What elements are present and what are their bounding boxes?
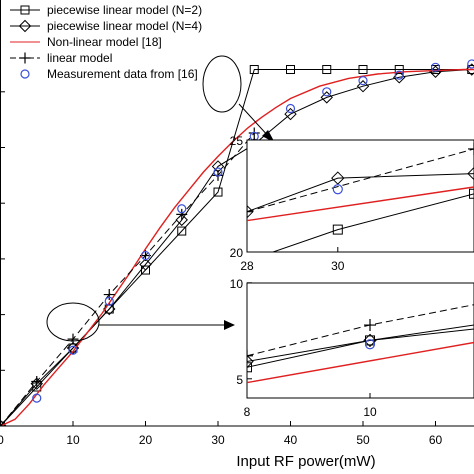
main-piecewise-linear-model-n-4-point <box>175 213 188 227</box>
main-linear-model-point <box>31 375 43 387</box>
x-tick-label: 50 <box>356 433 370 447</box>
legend-measurement-data-from-16-marker <box>20 69 30 79</box>
main-piecewise-linear-model-n-2-point <box>286 65 295 75</box>
inset-lower-linear-model-point <box>247 349 253 362</box>
main-piecewise-linear-model-n-4-point <box>465 63 474 76</box>
inset-lower-piecewise-linear-model-n-4-line <box>247 328 474 362</box>
main-piecewise-linear-model-n-4-point <box>320 91 333 104</box>
legend-linear-model-marker <box>19 52 31 64</box>
legend-piecewise-linear-model-n-4-marker <box>18 19 32 33</box>
x-tick-label: 0 <box>0 433 4 447</box>
x-axis-label: Input RF power(mW) <box>236 453 375 470</box>
legend-non-linear-model-18-label: Non-linear model [18] <box>47 35 162 49</box>
inset-upper-frame <box>246 139 474 253</box>
legend-piecewise-linear-model-n-2-label: piecewise linear model (N=2) <box>47 3 202 17</box>
inset-upper-piecewise-linear-model-n-4-point <box>331 171 345 185</box>
inset-upper-ticks: 28 30 20 25 <box>230 134 345 273</box>
inset-upper-linear-model-line <box>247 148 474 213</box>
inset-lower-non-linear-model-18-line <box>247 341 474 384</box>
inset-upper-piecewise-linear-model-n-2-point <box>332 224 343 235</box>
legend-piecewise-linear-model-n-4-label: piecewise linear model (N=4) <box>47 19 202 33</box>
inset-lower-measurement-data-from-16-point <box>364 339 376 350</box>
main-piecewise-linear-model-n-4-point <box>284 107 297 121</box>
zoom-ellipse-upper <box>202 55 242 113</box>
zoom-indicators <box>46 55 275 342</box>
inset-lower-piecewise-linear-model-n-4-point <box>363 333 377 348</box>
x-tick-label: 30 <box>211 433 225 447</box>
inset-upper-series <box>247 142 474 252</box>
main-measurement-data-from-16-point <box>467 59 474 69</box>
main-measurement-data-from-16-point <box>213 167 223 177</box>
zoom-ellipse-lower <box>46 302 100 342</box>
inset-upper-non-linear-model-18-line <box>247 186 474 222</box>
inset-upper-piecewise-linear-model-n-2-line <box>271 193 474 252</box>
inset-upper-x-tick-label: 28 <box>240 259 254 273</box>
inset-lower-ticks: 8 10 5 10 <box>230 277 377 419</box>
legend: piecewise linear model (N=2) piecewise li… <box>10 3 202 81</box>
main-series <box>0 59 474 426</box>
inset-lower-frame <box>246 282 474 399</box>
main-measurement-data-from-16-point <box>140 250 151 261</box>
x-tick-label: 20 <box>139 433 153 447</box>
inset-upper-y-tick-label: 20 <box>230 246 244 260</box>
main-linear-model-point <box>0 420 6 426</box>
x-tick-label: 60 <box>429 433 443 447</box>
main-measurement-data-from-16-point <box>104 296 114 306</box>
main-measurement-data-from-16-point <box>32 393 42 403</box>
main-piecewise-linear-model-n-2-point <box>249 65 259 75</box>
inset-lower: 8 10 5 10 <box>230 277 474 419</box>
main-linear-model-line <box>0 132 255 426</box>
main-measurement-data-from-16-point <box>358 76 368 86</box>
main-measurement-data-from-16-point <box>430 62 441 72</box>
main-piecewise-linear-model-n-4-point <box>139 258 152 271</box>
legend-piecewise-linear-model-n-2-marker <box>20 5 30 15</box>
main-measurement-data-from-16-point <box>68 345 78 355</box>
zoom-arrowhead-lower <box>224 320 235 330</box>
inset-lower-piecewise-linear-model-n-2-point <box>247 362 252 373</box>
inset-upper: 28 30 20 25 <box>230 134 474 273</box>
inset-lower-series <box>247 304 474 384</box>
x-tick-label: 40 <box>284 433 298 447</box>
main-linear-model-point <box>67 333 79 345</box>
inset-lower-piecewise-linear-model-n-4-point <box>247 354 254 369</box>
main-piecewise-linear-model-n-4-point <box>356 80 370 93</box>
inset-upper-x-tick-label: 30 <box>331 259 345 273</box>
inset-upper-piecewise-linear-model-n-4-line <box>247 173 474 213</box>
x-tick-label: 10 <box>66 433 80 447</box>
inset-upper-piecewise-linear-model-n-4-point <box>247 204 254 219</box>
inset-upper-piecewise-linear-model-n-4-point <box>467 166 474 181</box>
inset-upper-piecewise-linear-model-n-2-point <box>469 188 474 199</box>
main-piecewise-linear-model-n-2-point <box>177 226 187 236</box>
inset-lower-x-tick-label: 10 <box>363 405 377 419</box>
inset-lower-y-tick-label: 10 <box>230 277 244 291</box>
main-measurement-data-from-16-point <box>322 87 332 97</box>
main-axes <box>0 0 474 427</box>
zoom-arrow-upper <box>238 103 271 139</box>
inset-upper-measurement-data-from-16-point <box>332 184 343 195</box>
inset-lower-x-tick-label: 8 <box>244 405 251 419</box>
main-piecewise-linear-model-n-2-point <box>322 65 332 75</box>
x-ticks: 0 10 20 30 40 50 60 <box>0 91 443 447</box>
main-piecewise-linear-model-n-2-point <box>394 65 404 75</box>
legend-linear-model-label: linear model <box>47 51 112 65</box>
inset-lower-linear-model-point <box>364 319 376 332</box>
legend-measurement-data-from-16-label: Measurement data from [16] <box>47 67 198 81</box>
main-measurement-data-from-16-point <box>394 70 404 80</box>
main-linear-model-point <box>248 127 260 139</box>
inset-lower-y-tick-label: 5 <box>236 373 243 387</box>
inset-upper-linear-model-point <box>247 205 253 218</box>
inset-upper-y-tick-label: 25 <box>230 134 244 148</box>
inset-upper-linear-model-point <box>468 142 474 155</box>
main-linear-model-point <box>212 169 224 181</box>
main-linear-model-point <box>103 289 115 301</box>
main-piecewise-linear-model-n-2-point <box>358 65 368 75</box>
main-measurement-data-from-16-point <box>177 204 187 214</box>
main-linear-model-point <box>176 208 188 220</box>
main-piecewise-linear-model-n-4-line <box>0 69 472 426</box>
main-piecewise-linear-model-n-2-point <box>213 187 223 197</box>
main-measurement-data-from-16-point <box>285 103 296 114</box>
